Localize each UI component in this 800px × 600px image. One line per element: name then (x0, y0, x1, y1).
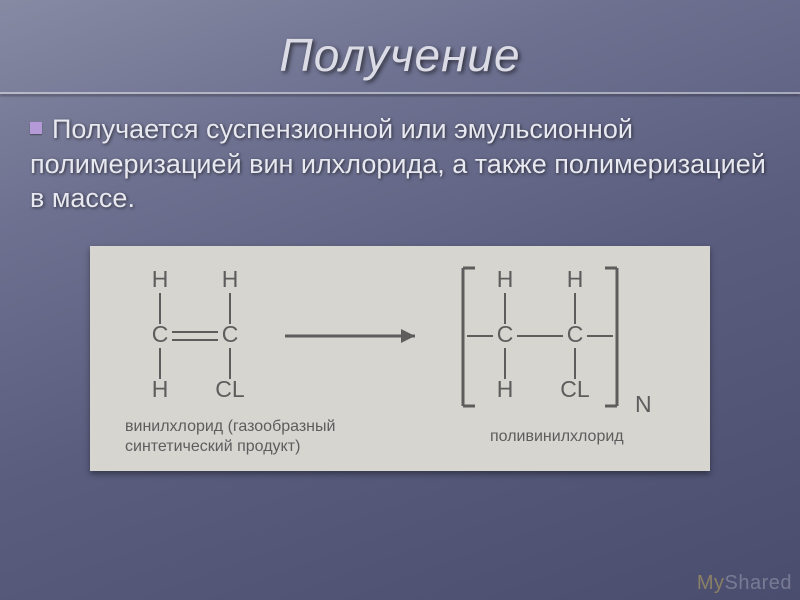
svg-text:винилхлорид (газообразный: винилхлорид (газообразный (125, 418, 335, 435)
watermark-prefix: My (697, 572, 725, 594)
watermark: MyShared (697, 572, 792, 595)
svg-text:поливинилхлорид: поливинилхлорид (490, 428, 624, 445)
svg-text:H: H (567, 266, 584, 292)
svg-text:C: C (152, 321, 169, 347)
chemistry-svg: H H C C H CL винилхлорид (газообразный синтетич… (90, 246, 710, 471)
svg-text:CL: CL (560, 376, 590, 402)
slide-title: Получение (0, 0, 800, 82)
svg-text:H: H (497, 266, 514, 292)
svg-text:C: C (222, 321, 239, 347)
svg-text:C: C (567, 321, 584, 347)
svg-text:CL: CL (215, 376, 245, 402)
svg-text:C: C (497, 321, 514, 347)
bullet-icon (30, 122, 42, 134)
slide: Получение Получается суспензионной или э… (0, 0, 800, 600)
svg-text:N: N (635, 391, 652, 417)
svg-text:синтетический продукт): синтетический продукт) (125, 438, 300, 455)
svg-text:H: H (222, 266, 239, 292)
title-divider (0, 92, 800, 94)
watermark-suffix: Shared (725, 572, 793, 594)
svg-text:H: H (497, 376, 514, 402)
svg-text:H: H (152, 266, 169, 292)
chemistry-diagram: H H C C H CL винилхлорид (газообразный синтетич… (90, 246, 710, 471)
body-text-content: Получается суспензионной или эмульсионно… (30, 114, 766, 213)
svg-text:H: H (152, 376, 169, 402)
body-text: Получается суспензионной или эмульсионно… (0, 112, 800, 216)
